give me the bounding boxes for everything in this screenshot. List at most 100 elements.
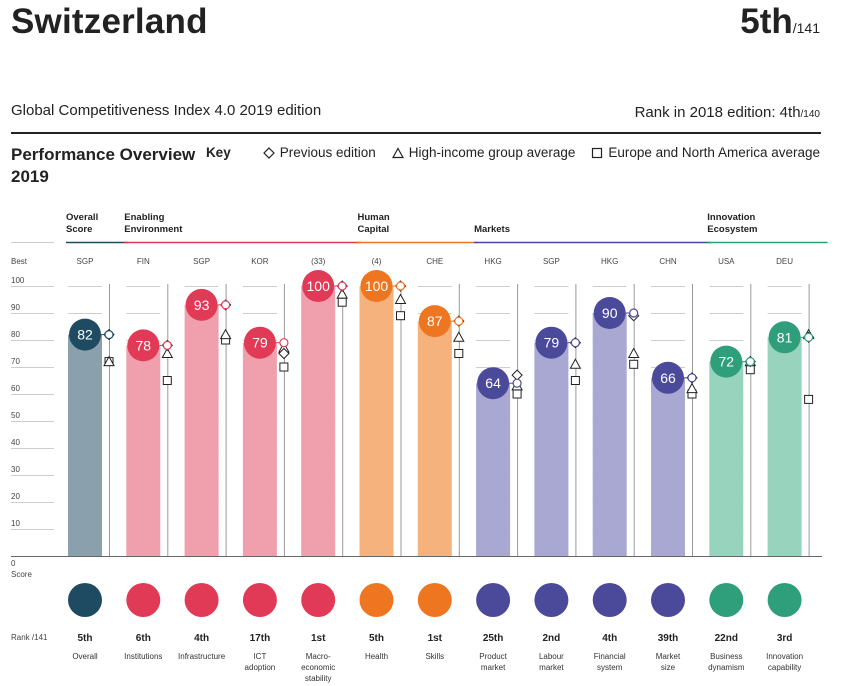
square-icon [592,147,603,158]
group-label-line: Score [66,224,92,235]
y-tick-label: 40 [11,438,20,447]
score-value-label: 78 [136,337,152,353]
score-circle [652,361,684,394]
best-performer-label: FIN [137,257,150,266]
high-income-marker [219,328,232,340]
previous-rank-label: Rank in 2018 edition: 4th [634,104,801,121]
key-label: Key [205,145,231,160]
rank-circle [359,583,394,617]
y-tick-label: 90 [11,303,20,312]
rank-axis-label: Rank /141 [11,633,48,642]
rank-circle [417,583,452,617]
pillar-name-label: Health [365,652,388,661]
high-income-marker [161,347,174,358]
score-value-label: 82 [77,327,93,343]
previous-edition-marker [278,347,290,360]
score-circle [69,318,101,351]
best-performer-label: HKG [484,257,501,266]
group-label-line: Enabling [124,212,164,223]
region-avg-marker [162,376,172,385]
rank-circle [301,583,336,617]
overall-rank: 5th/141 [740,2,820,42]
pillar-rank-label: 39th [658,633,679,644]
pillar-rank-label: 1st [428,633,443,644]
score-circle [535,326,568,359]
pillar-rank-label: 4th [602,633,617,644]
region-avg-marker [279,362,289,372]
previous-rank-of: /140 [800,109,820,120]
previous-edition-marker [511,369,523,381]
score-tick-marker [745,357,755,367]
best-performer-label: CHE [426,257,443,266]
score-bar [651,377,685,556]
pillar-rank-label: 25th [483,633,504,644]
high-income-marker [627,347,640,358]
score-value-label: 100 [307,278,331,294]
score-value-label: 87 [427,313,443,329]
header-divider [11,132,821,134]
pillar-name-label: Macro- [306,652,331,661]
diamond-icon [262,146,275,159]
score-tick-marker [337,281,347,291]
y-tick-label: 20 [11,492,20,501]
group-label-line: Markets [474,224,510,235]
score-bar [68,334,102,556]
high-income-marker [103,355,115,367]
pillar-name-label: Innovation [766,652,803,661]
high-income-marker [336,288,349,299]
rank-circle [242,583,277,617]
score-bar [242,342,277,556]
best-performer-label: CHN [659,257,677,266]
country-title: Switzerland [11,2,208,41]
score-circle [710,345,743,378]
score-bar [301,286,336,556]
triangle-icon [391,146,404,158]
high-income-marker [569,358,582,369]
pillar-name-label: market [481,663,506,672]
pillar-rank-label: 6th [136,633,151,644]
y-tick-label: 100 [11,276,25,285]
score-circle [127,329,160,362]
score-value-label: 64 [485,375,501,391]
group-label-line: Overall [66,212,98,223]
score-bar [184,304,219,556]
key-item-label: Previous edition [279,145,376,160]
y-tick-label: 60 [11,384,20,393]
best-performer-label: (4) [372,257,382,266]
key-item-label: High-income group average [408,145,576,160]
pillar-name-label: dynamism [708,663,745,672]
high-income-marker [452,331,465,342]
score-circle [185,288,218,321]
best-performer-label: HKG [601,257,618,266]
previous-rank: Rank in 2018 edition: 4th/140 [635,104,820,121]
group-label-line: Environment [124,224,183,235]
group-label-line: Capital [358,224,390,235]
score-tick-marker [629,308,639,318]
score-tick-marker [454,316,464,326]
region-avg-marker [396,311,405,321]
best-performer-label: DEU [776,257,793,266]
y-tick-label: 0 [11,559,16,568]
chart-key: Key Previous edition High-income group a… [206,145,820,160]
y-tick-label: 70 [11,357,20,366]
best-performer-label: (33) [311,257,326,266]
region-avg-marker [512,389,522,399]
score-tick-marker [687,373,697,383]
pillar-name-label: Product [479,652,507,661]
pillar-name-label: capability [768,663,801,672]
score-tick-marker [279,338,289,348]
score-value-label: 79 [544,335,560,351]
key-item-previous: Previous edition [262,145,376,160]
region-avg-marker [454,349,464,358]
index-subtitle: Global Competitiveness Index 4.0 2019 ed… [11,102,322,119]
pillar-rank-label: 3rd [777,633,793,644]
pillar-name-label: ICT [253,652,266,661]
score-tick-marker [104,330,114,340]
score-circle [418,305,451,338]
score-circle [302,270,335,302]
region-avg-marker [804,394,814,404]
region-avg-marker [337,297,347,307]
score-circle [593,297,626,329]
score-value-label: 90 [602,305,618,321]
